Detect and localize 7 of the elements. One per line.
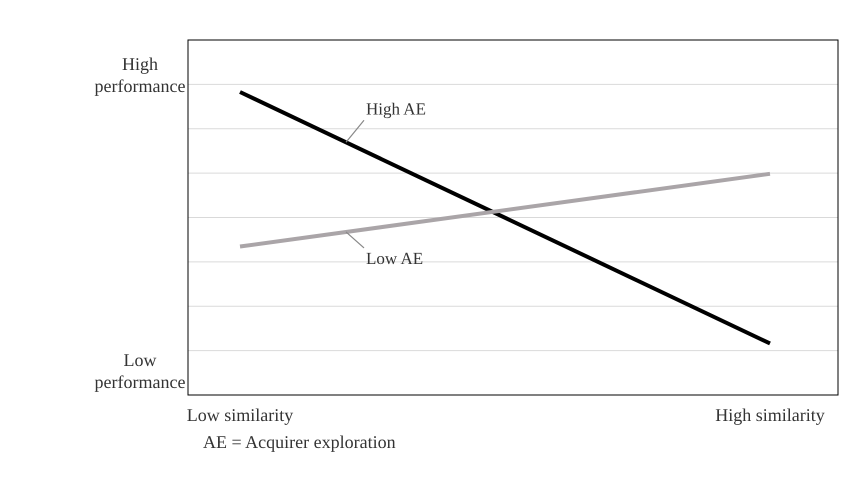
series-label: Low AE: [366, 248, 424, 268]
series-label: High AE: [366, 99, 426, 118]
x-tick-label: Low similarity: [186, 405, 294, 425]
text: AE = Acquirer exploration: [203, 432, 396, 452]
text: Low performance: [94, 350, 186, 392]
x-tick-label: High similarity: [715, 405, 825, 425]
text: High performance: [94, 54, 186, 96]
